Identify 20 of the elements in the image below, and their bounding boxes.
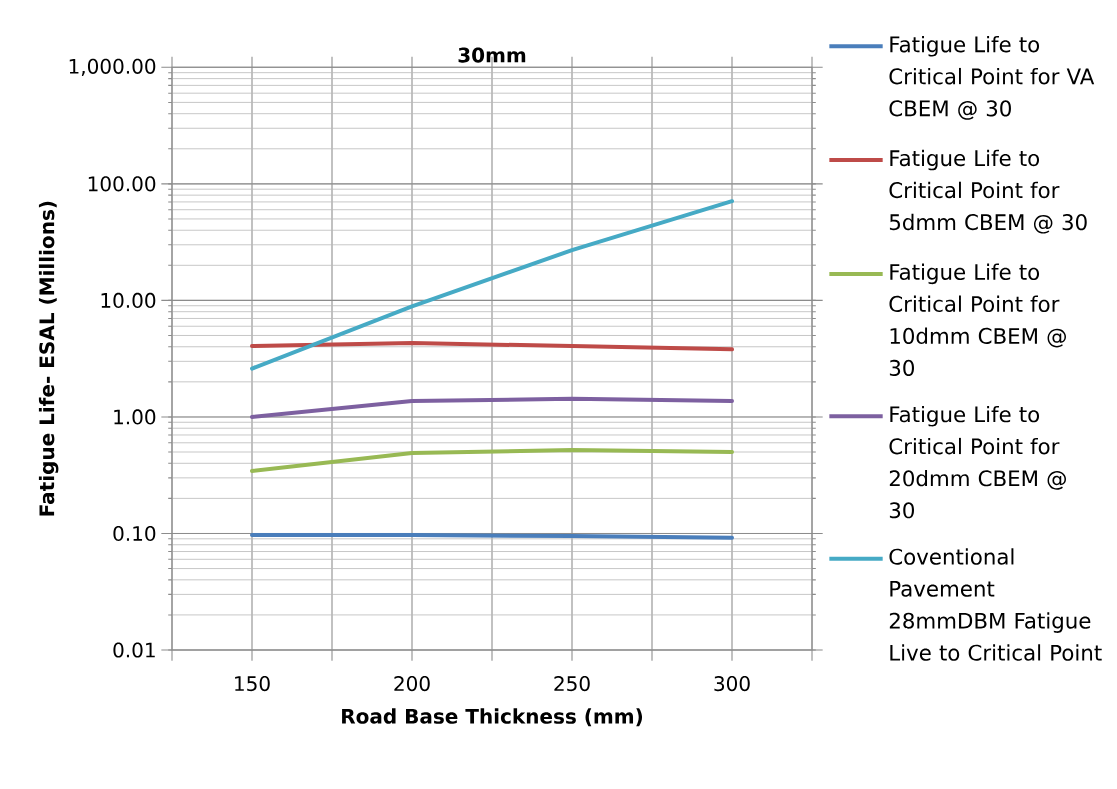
chart-title: 30mm — [458, 47, 526, 63]
legend-label: Fatigue Life to Critical Point for VA CBEM @ 30 — [889, 35, 1095, 120]
y-tick-label: 10.00 — [101, 292, 156, 308]
x-tick-label: 300 — [714, 676, 750, 692]
legend-label: Fatigue Life to Critical Point for 20dmm CBEM @ 30 — [889, 405, 1066, 519]
legend-label: Fatigue Life to Critical Point for 10dmm CBEM @ 30 — [889, 263, 1066, 376]
y-axis-title: Fatigue Life- ESAL (Millions) — [38, 201, 59, 516]
y-tick-label: 0.10 — [113, 525, 156, 542]
y-tick-label: 1,000.00 — [69, 58, 156, 76]
y-tick-label: 0.01 — [113, 642, 155, 658]
line-series — [250, 199, 735, 371]
x-axis-title: Road Base Thickness (mm) — [342, 708, 643, 727]
y-tick-label: 1.00 — [114, 409, 156, 425]
line-series — [250, 448, 735, 473]
x-tick-label: 250 — [554, 676, 590, 692]
x-tick-label: 200 — [394, 676, 430, 692]
x-tick-label: 150 — [235, 676, 270, 692]
legend-label: Coventional Pavement 28mmDBM Fatigue Live to Critical Point — [889, 548, 1102, 661]
legend-label: Fatigue Life to Critical Point for 5dmm CBEM @ 30 — [889, 149, 1087, 234]
y-tick-label: 100.00 — [88, 176, 156, 192]
